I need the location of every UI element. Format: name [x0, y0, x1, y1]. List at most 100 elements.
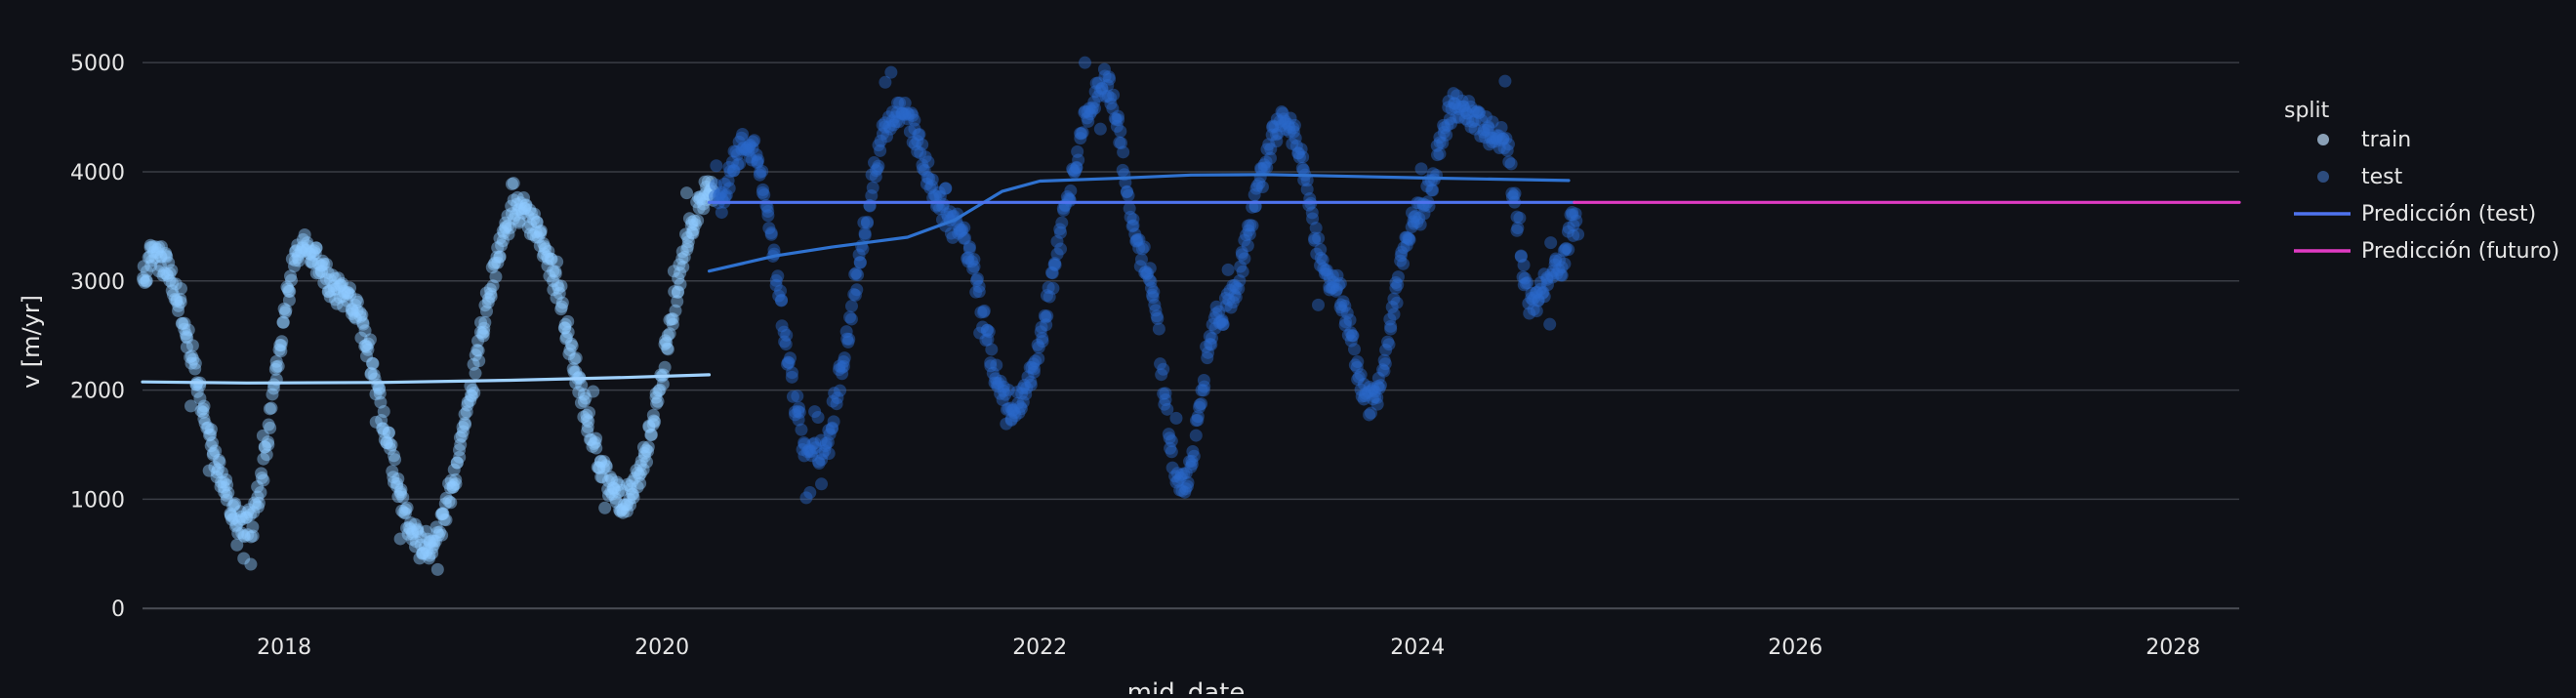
train-point	[493, 250, 507, 264]
test-point	[1425, 184, 1439, 197]
test-point	[1078, 105, 1091, 119]
train-point	[406, 525, 420, 539]
train-point	[143, 240, 157, 254]
test-point	[1437, 118, 1451, 132]
train-point	[416, 547, 429, 560]
test-point	[1336, 295, 1350, 308]
train-point	[444, 473, 458, 487]
train-point	[665, 312, 678, 326]
train-point	[561, 325, 575, 339]
test-point	[1319, 264, 1332, 277]
test-point	[1345, 329, 1359, 343]
test-point	[1004, 413, 1018, 427]
train-point	[475, 327, 489, 341]
train-point	[166, 288, 180, 302]
legend-item[interactable]: Predicción (futuro)	[2294, 239, 2559, 264]
train-point	[547, 283, 560, 297]
test-point	[1359, 387, 1372, 400]
train-point	[418, 541, 431, 554]
train-point	[471, 344, 485, 357]
test-point	[1363, 381, 1376, 394]
train-point	[163, 274, 177, 288]
test-point	[1120, 185, 1133, 199]
test-point	[1215, 313, 1229, 327]
test-point	[1491, 129, 1504, 143]
train-point	[626, 487, 639, 501]
test-point	[1141, 267, 1155, 280]
test-point	[920, 170, 934, 184]
test-point	[1084, 107, 1097, 121]
test-point	[1445, 103, 1458, 116]
train-point	[283, 285, 297, 299]
test-point	[1162, 428, 1175, 441]
train-point	[265, 401, 278, 415]
test-point	[1471, 104, 1485, 118]
legend-item[interactable]: Predicción (test)	[2294, 202, 2536, 226]
train-point	[554, 303, 568, 316]
train-point	[537, 247, 551, 261]
train-point	[390, 479, 404, 493]
test-point	[972, 279, 986, 293]
test-point	[826, 394, 839, 408]
test-point	[1247, 188, 1261, 202]
test-point	[928, 188, 942, 202]
train-point	[419, 547, 432, 560]
train-point	[369, 415, 383, 429]
test-point	[722, 160, 736, 174]
train-point	[353, 306, 367, 319]
train-point	[591, 460, 604, 473]
test-point	[1203, 329, 1216, 343]
test-point	[986, 366, 1000, 380]
train-point	[359, 339, 373, 352]
train-point	[178, 316, 191, 330]
test-point	[1366, 384, 1379, 397]
test-point	[1552, 263, 1566, 276]
train-point	[314, 259, 328, 272]
legend-item[interactable]: test	[2317, 165, 2403, 189]
test-point	[737, 141, 751, 154]
train-point	[215, 475, 228, 489]
train-point	[344, 281, 357, 295]
y-tick-label: 5000	[70, 52, 125, 76]
test-point	[1458, 104, 1472, 118]
test-point	[1329, 284, 1343, 298]
test-point	[735, 143, 749, 156]
train-point	[255, 467, 268, 480]
legend-label: test	[2361, 165, 2403, 189]
test-point	[1085, 101, 1099, 114]
test-point	[1168, 470, 1182, 483]
legend-item[interactable]: train	[2317, 128, 2411, 152]
train-point	[601, 489, 615, 503]
test-point	[1116, 163, 1129, 177]
train-point	[428, 538, 441, 552]
train-point	[677, 250, 691, 264]
train-point	[701, 175, 715, 188]
test-point	[1514, 249, 1528, 263]
test-point	[1500, 144, 1514, 157]
test-point	[1286, 137, 1299, 150]
train-point	[190, 385, 204, 398]
train-point	[296, 240, 309, 254]
train-point	[156, 268, 170, 282]
test-point	[1006, 403, 1020, 417]
train-point	[378, 432, 391, 446]
test-point	[1234, 260, 1247, 273]
test-point	[1104, 97, 1118, 110]
test-point	[1070, 161, 1084, 175]
test-point	[1294, 143, 1308, 156]
test-point	[1229, 291, 1243, 305]
train-point	[373, 383, 387, 396]
test-point	[929, 189, 943, 203]
test-trend-line	[707, 173, 1571, 273]
test-point	[1206, 317, 1219, 331]
test-point	[1452, 110, 1466, 124]
test-point	[1143, 262, 1157, 275]
test-point	[1407, 217, 1420, 230]
train-point	[604, 485, 618, 499]
test-point	[1395, 245, 1409, 259]
test-point	[914, 146, 927, 160]
test-point	[811, 410, 825, 424]
test-point	[858, 228, 872, 242]
